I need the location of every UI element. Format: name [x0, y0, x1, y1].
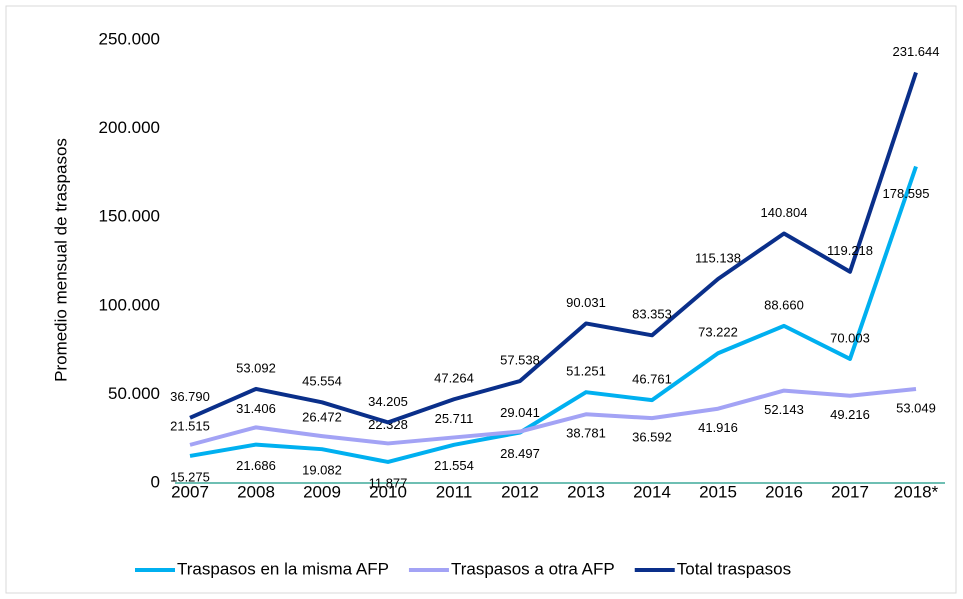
x-tick-label: 2018* — [894, 482, 939, 501]
x-tick-label: 2012 — [501, 482, 539, 501]
x-tick-label: 2013 — [567, 482, 605, 501]
data-label: 115.138 — [695, 250, 741, 265]
series-line — [189, 387, 917, 447]
data-label: 36.592 — [632, 430, 672, 445]
y-axis-title: Promedio mensual de traspasos — [51, 138, 70, 382]
data-label: 140.804 — [761, 205, 808, 220]
x-tick-label: 2017 — [831, 482, 869, 501]
legend-label: Traspasos en la misma AFP — [177, 559, 389, 578]
y-tick-label: 200.000 — [99, 118, 160, 137]
data-label: 47.264 — [434, 371, 474, 386]
y-tick-label: 50.000 — [108, 384, 160, 403]
data-label: 178.595 — [883, 186, 930, 201]
data-label: 73.222 — [698, 325, 738, 340]
data-label: 53.049 — [896, 400, 936, 415]
x-tick-label: 2014 — [633, 482, 671, 501]
x-tick-label: 2009 — [303, 482, 341, 501]
data-label: 29.041 — [500, 405, 540, 420]
data-label: 88.660 — [764, 297, 804, 312]
chart-frame — [5, 5, 957, 594]
data-label: 26.472 — [302, 410, 342, 425]
data-label: 45.554 — [302, 374, 342, 389]
x-tick-label: 2015 — [699, 482, 737, 501]
legend-label: Total traspasos — [677, 559, 791, 578]
data-label: 53.092 — [236, 360, 276, 375]
y-tick-label: 100.000 — [99, 295, 160, 314]
data-label: 52.143 — [764, 402, 804, 417]
x-tick-label: 2011 — [436, 482, 473, 501]
data-label: 231.644 — [893, 44, 940, 59]
x-tick-label: 2007 — [171, 482, 209, 501]
series-line — [189, 71, 918, 425]
data-label: 38.781 — [566, 426, 606, 441]
data-label: 34.205 — [368, 394, 408, 409]
y-tick-label: 150.000 — [99, 207, 160, 226]
data-label: 31.406 — [236, 401, 276, 416]
data-label: 25.711 — [435, 411, 474, 426]
data-label: 36.790 — [170, 389, 210, 404]
data-label: 28.497 — [500, 446, 540, 461]
x-tick-label: 2016 — [765, 482, 803, 501]
data-label: 51.251 — [566, 364, 606, 379]
data-label: 15.275 — [170, 469, 210, 484]
data-label: 19.082 — [302, 463, 342, 478]
data-label: 41.916 — [698, 420, 738, 435]
series-line — [189, 165, 918, 464]
data-label: 83.353 — [632, 307, 672, 322]
legend-label: Traspasos a otra AFP — [451, 559, 615, 578]
data-label: 119.218 — [827, 243, 873, 258]
data-label: 57.538 — [500, 352, 540, 367]
data-label: 11.877 — [369, 475, 408, 490]
data-label: 21.686 — [236, 458, 276, 473]
y-tick-label: 0 — [151, 472, 160, 491]
data-label: 21.515 — [170, 418, 210, 433]
data-label: 49.216 — [830, 407, 870, 422]
data-label: 21.554 — [434, 458, 474, 473]
data-label: 46.761 — [632, 372, 672, 387]
x-tick-label: 2008 — [237, 482, 275, 501]
y-tick-label: 250.000 — [99, 29, 160, 48]
x-tick-label: 2010 — [369, 482, 407, 501]
data-label: 70.003 — [830, 330, 870, 345]
data-label: 90.031 — [566, 295, 606, 310]
